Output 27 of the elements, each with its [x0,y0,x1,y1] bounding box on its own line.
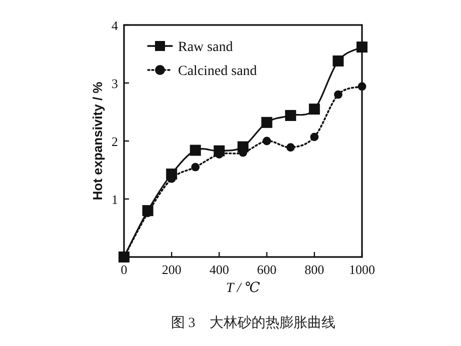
x-tick-label: 0 [120,262,128,277]
point [190,144,201,156]
point [334,90,342,99]
point [286,143,295,152]
point [358,82,366,91]
point [261,116,272,128]
x-tick-label: 1000 [349,262,375,277]
x-tick-label: 200 [162,262,182,277]
y-tick-label: 4 [112,18,118,33]
point [310,132,319,142]
legend-label: Calcined sand [178,64,257,79]
y-axis-title: Hot expansivity / % [90,81,105,200]
text: 图 3 大林砂的热膨胀曲线 [170,315,336,331]
x-tick-label: 800 [304,262,324,277]
point [308,104,320,115]
point [191,162,200,172]
y-tick-label: 1 [112,192,118,207]
x-tick-label: 400 [209,262,229,277]
y-tick-label: 2 [112,134,118,149]
x-axis-title: T / ℃ [226,281,260,296]
legend-label: Raw sand [178,40,233,55]
point [285,110,296,121]
point [356,42,368,53]
point [332,55,344,66]
x-tick-label: 600 [257,262,277,277]
point [262,136,271,146]
y-tick-label: 3 [112,76,118,91]
